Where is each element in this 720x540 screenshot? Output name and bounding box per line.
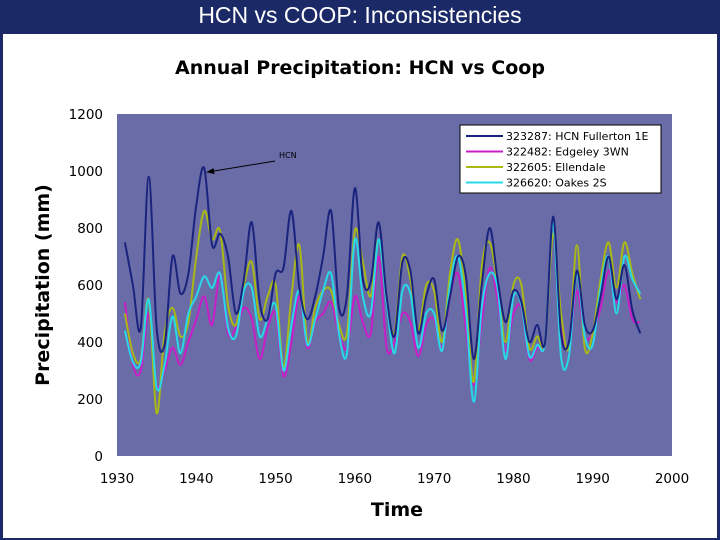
y-tick-label: 1200 — [69, 107, 103, 123]
y-tick-label: 800 — [77, 221, 103, 237]
hcn-annotation: HCN — [206, 151, 297, 174]
x-tick-label: 1990 — [576, 471, 610, 487]
x-axis-title: Time — [371, 499, 423, 521]
y-tick-label: 1000 — [69, 164, 103, 180]
annotation-label: HCN — [279, 151, 297, 160]
x-tick-label: 1950 — [258, 471, 292, 487]
series-hcn-fullerton-line — [123, 166, 642, 361]
legend-entry: 322605: Ellendale — [506, 161, 606, 174]
y-axis-ticks: 0 200 400 600 800 1000 1200 — [69, 107, 103, 465]
series-layer — [123, 166, 642, 415]
x-tick-label: 1930 — [100, 471, 134, 487]
legend-entry: 326620: Oakes 2S — [506, 177, 607, 190]
chart-title: Annual Precipitation: HCN vs Coop — [175, 57, 545, 79]
legend-entry: 323287: HCN Fullerton 1E — [506, 130, 648, 143]
y-tick-label: 400 — [77, 335, 103, 351]
x-tick-label: 1980 — [496, 471, 530, 487]
chart-frame: Annual Precipitation: HCN vs Coop Precip… — [3, 34, 717, 538]
x-tick-label: 1940 — [179, 471, 213, 487]
y-axis-title: Precipitation (mm) — [32, 184, 54, 386]
x-tick-label: 2000 — [655, 471, 689, 487]
annotation-arrow — [206, 160, 276, 174]
x-tick-label: 1970 — [417, 471, 451, 487]
y-tick-label: 200 — [77, 392, 103, 408]
x-tick-label: 1960 — [338, 471, 372, 487]
x-axis-ticks: 1930 1940 1950 1960 1970 1980 1990 2000 — [100, 471, 689, 487]
y-tick-label: 600 — [77, 278, 103, 294]
y-tick-label: 0 — [94, 449, 103, 465]
legend: 323287: HCN Fullerton 1E 322482: Edgeley … — [459, 124, 662, 194]
precipitation-chart: Annual Precipitation: HCN vs Coop Precip… — [32, 57, 689, 521]
legend-entry: 322482: Edgeley 3WN — [506, 146, 629, 159]
slide-title: HCN vs COOP: Inconsistencies — [198, 2, 522, 28]
